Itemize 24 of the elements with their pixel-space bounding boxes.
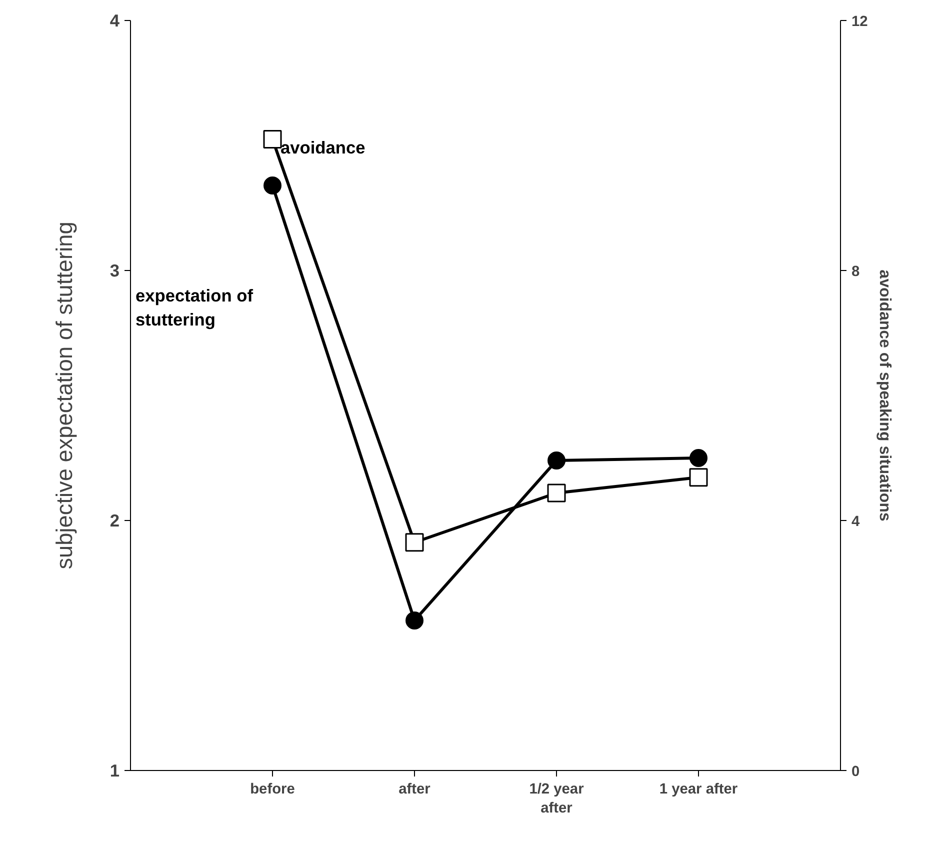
y-tick-label: 3 [110,260,120,280]
point [264,176,282,194]
y-tick-label: 2 [110,510,120,530]
y2-axis-title: avoidance of speaking situations [876,270,893,522]
point [405,533,424,552]
y2-tick-label: 12 [852,14,868,30]
x-tick-label: after [398,782,431,798]
series-label: avoidance [280,137,366,158]
text: expectation of stuttering [136,286,254,330]
point [689,468,708,487]
y2-tick-label: 0 [852,764,860,780]
y-tick-label: 1 [110,760,120,780]
y2-tick-label: 4 [852,514,860,530]
point [690,449,708,467]
x-tick-label: before [250,782,295,798]
x-tick-label: 1/2 year after [529,782,584,817]
y-axis-title: subjective expectation of stuttering [50,222,77,570]
y2-tick-label: 8 [852,264,860,280]
point [406,612,424,630]
x-tick-label: 1 year after [659,782,738,798]
y-tick-label: 4 [110,10,120,30]
point [548,452,566,470]
point [263,130,282,148]
point [547,484,566,502]
